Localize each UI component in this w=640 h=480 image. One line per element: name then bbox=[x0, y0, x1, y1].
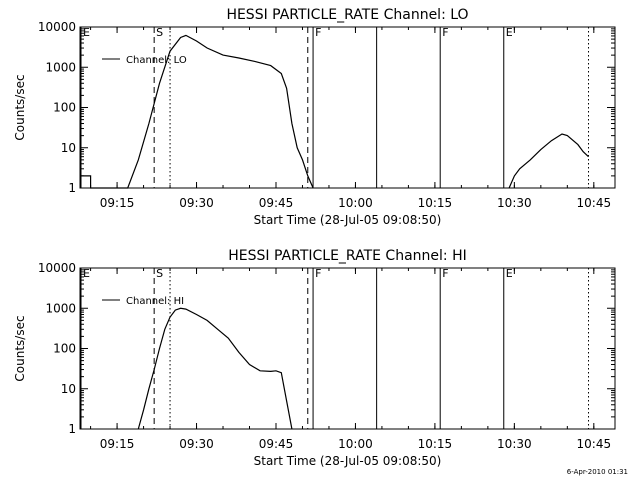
series-line bbox=[508, 133, 589, 189]
y-tick-label: 100 bbox=[53, 342, 76, 356]
event-marker-label: S bbox=[156, 26, 163, 39]
plot-frame bbox=[79, 267, 616, 430]
x-tick-label: 10:45 bbox=[577, 196, 612, 210]
x-tick-label: 10:15 bbox=[418, 196, 453, 210]
event-marker-label: S bbox=[156, 267, 163, 280]
x-tick-label: 10:00 bbox=[338, 196, 373, 210]
event-marker-label: F bbox=[442, 267, 448, 280]
event-marker-label: F bbox=[315, 26, 321, 39]
y-tick-label: 1 bbox=[68, 422, 76, 436]
event-marker-label: F bbox=[315, 267, 321, 280]
chart-title: HESSI PARTICLE_RATE Channel: HI bbox=[228, 248, 466, 264]
x-tick-label: 09:45 bbox=[259, 196, 294, 210]
event-marker-label: E bbox=[83, 26, 90, 39]
y-tick-label: 10 bbox=[61, 382, 76, 396]
x-tick-label: 09:30 bbox=[179, 437, 214, 451]
series-line bbox=[137, 307, 293, 430]
x-tick-label: 09:15 bbox=[100, 196, 135, 210]
y-tick-label: 10000 bbox=[38, 261, 76, 275]
x-tick-label: 09:30 bbox=[179, 196, 214, 210]
x-tick-label: 10:30 bbox=[497, 437, 532, 451]
x-tick-label: 10:15 bbox=[418, 437, 453, 451]
plot-timestamp: 6-Apr-2010 01:31 bbox=[567, 468, 628, 476]
plot-frame bbox=[79, 26, 616, 189]
x-tick-label: 09:45 bbox=[259, 437, 294, 451]
x-tick-label: 10:30 bbox=[497, 196, 532, 210]
x-axis-label: Start Time (28-Jul-05 09:08:50) bbox=[254, 454, 442, 468]
legend-label: Channel: HI bbox=[126, 296, 184, 307]
y-tick-label: 1 bbox=[68, 181, 76, 195]
panel-hi: HESSI PARTICLE_RATE Channel: HI 09:15 09:3… bbox=[13, 248, 616, 468]
y-tick-label: 1000 bbox=[45, 301, 76, 315]
x-tick-label: 10:00 bbox=[338, 437, 373, 451]
x-axis-label: Start Time (28-Jul-05 09:08:50) bbox=[254, 213, 442, 227]
y-axis-label: Counts/sec bbox=[13, 74, 27, 140]
y-axis-label: Counts/sec bbox=[13, 315, 27, 381]
x-tick-label: 09:15 bbox=[100, 437, 135, 451]
chart-title: HESSI PARTICLE_RATE Channel: LO bbox=[226, 7, 468, 23]
event-marker-label: E bbox=[83, 267, 90, 280]
series-line bbox=[80, 34, 314, 189]
y-tick-label: 1000 bbox=[45, 60, 76, 74]
legend-label: Channel: LO bbox=[126, 55, 187, 66]
event-marker-label: F bbox=[442, 26, 448, 39]
x-tick-label: 10:45 bbox=[577, 437, 612, 451]
y-tick-label: 10 bbox=[61, 141, 76, 155]
event-marker-label: E bbox=[506, 26, 513, 39]
event-marker-label: E bbox=[506, 267, 513, 280]
panel-lo: HESSI PARTICLE_RATE Channel: LO 09:15 09:3… bbox=[13, 7, 616, 227]
y-tick-label: 100 bbox=[53, 101, 76, 115]
y-tick-label: 10000 bbox=[38, 20, 76, 34]
